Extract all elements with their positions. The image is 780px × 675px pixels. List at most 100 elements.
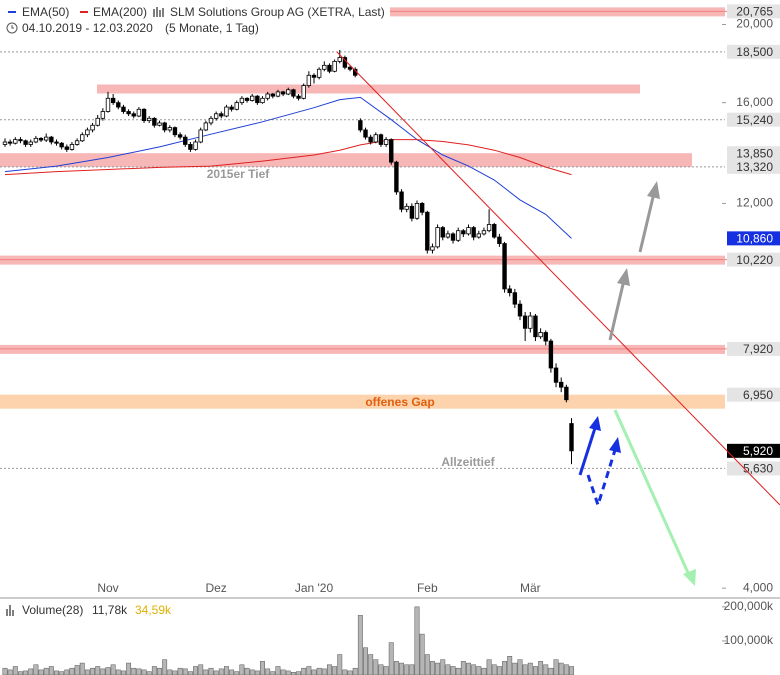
candle-body xyxy=(28,141,33,145)
candle-body xyxy=(116,102,121,108)
volume-bar xyxy=(203,669,209,675)
volume-bar xyxy=(393,661,399,675)
candle-body xyxy=(471,227,476,238)
volume-bar xyxy=(337,654,343,675)
volume-bar xyxy=(569,666,574,675)
candle-body xyxy=(522,315,528,329)
candle-body xyxy=(507,288,512,294)
volume-bar xyxy=(424,654,430,675)
candle-body xyxy=(74,140,80,145)
volume-bar xyxy=(538,661,544,675)
volume-bar xyxy=(507,656,513,675)
clock-hand xyxy=(11,25,14,29)
level-label: 13,320 xyxy=(736,160,773,174)
candle-body xyxy=(146,117,152,122)
volume-bar xyxy=(48,666,54,675)
volume-bar xyxy=(115,669,121,675)
level-band xyxy=(0,394,725,409)
candle-body xyxy=(332,61,337,72)
volume-bar xyxy=(126,662,132,675)
y-tick-label: 12,000 xyxy=(736,196,773,210)
header: EMA(50) EMA(200) SLM Solutions Group AG … xyxy=(6,5,385,35)
candle-body xyxy=(564,386,569,401)
volume-bar xyxy=(141,669,147,675)
volume-bar xyxy=(455,667,461,675)
candle-body xyxy=(363,129,368,138)
volume-bar xyxy=(342,669,348,675)
volume-bar xyxy=(383,666,389,675)
legend-label: EMA(50) xyxy=(22,5,69,19)
candle-body xyxy=(270,93,275,97)
volume-bar xyxy=(162,659,168,675)
volume-label: Volume(28) xyxy=(22,603,83,617)
candle-body xyxy=(275,91,281,97)
candle-body xyxy=(533,315,538,338)
volume-tick-label: 100,000k xyxy=(724,633,774,647)
volume-bar xyxy=(254,670,260,675)
candle-body xyxy=(337,57,342,62)
volume-bar xyxy=(435,662,441,675)
candle-body xyxy=(105,97,111,112)
level-label-box xyxy=(727,252,780,267)
volume-bar xyxy=(275,666,281,675)
candle-body xyxy=(54,141,59,144)
trend-line xyxy=(336,51,780,506)
candle-body xyxy=(291,89,296,97)
level-label: 10,860 xyxy=(736,232,773,246)
arrow-head xyxy=(647,181,660,199)
annotation: offenes Gap xyxy=(365,395,434,409)
candle-body xyxy=(512,292,518,305)
clock-icon xyxy=(6,22,18,34)
candle-body xyxy=(502,243,507,290)
volume-tick-label: 200,000k xyxy=(724,599,774,613)
volume-bar xyxy=(100,668,106,675)
volume-bar xyxy=(481,667,487,675)
x-tick-label: Mär xyxy=(520,581,541,595)
candle-body xyxy=(435,227,440,248)
legend-label: EMA(200) xyxy=(93,5,147,19)
volume-bar xyxy=(172,670,178,675)
candle-body xyxy=(378,134,384,145)
ema-line xyxy=(4,96,572,239)
volume-bar xyxy=(548,667,554,675)
volume-bar xyxy=(491,664,497,675)
candle-body xyxy=(229,106,234,110)
volume-bar xyxy=(414,606,420,675)
volume-bar xyxy=(167,669,173,675)
candle-body xyxy=(239,97,245,104)
volume-bar xyxy=(471,664,477,675)
candle-body xyxy=(121,106,126,112)
annotation: Allzeittief xyxy=(441,455,495,469)
level-label-box xyxy=(727,443,780,458)
candle-body xyxy=(18,139,23,142)
candle-body xyxy=(7,141,13,144)
volume-bar xyxy=(399,662,405,675)
volume-bar xyxy=(517,659,523,675)
volume-bar xyxy=(90,667,95,675)
candle-body xyxy=(358,120,363,131)
candle-body xyxy=(157,122,162,126)
level-band xyxy=(0,153,692,167)
volume-bar xyxy=(512,662,518,675)
candle-body xyxy=(38,137,44,141)
level-label: 15,240 xyxy=(736,113,773,127)
level-label-box xyxy=(727,146,780,161)
candle-icon xyxy=(153,7,164,17)
candle-body xyxy=(131,113,136,117)
candle-body xyxy=(399,191,404,210)
candle-body xyxy=(461,230,466,235)
volume-bar xyxy=(43,667,49,675)
candle-body xyxy=(559,381,564,388)
level-label: 5,630 xyxy=(743,462,773,476)
candle-body xyxy=(322,64,327,70)
volume-bar xyxy=(368,654,374,675)
candle-body xyxy=(280,91,286,95)
volume-bar xyxy=(157,667,162,675)
volume-bar xyxy=(28,668,34,675)
volume-bar xyxy=(79,662,85,675)
volume-bar xyxy=(378,664,384,675)
volume-bar xyxy=(146,671,152,675)
level-label: 6,950 xyxy=(743,388,773,402)
volume-bar xyxy=(229,669,235,675)
